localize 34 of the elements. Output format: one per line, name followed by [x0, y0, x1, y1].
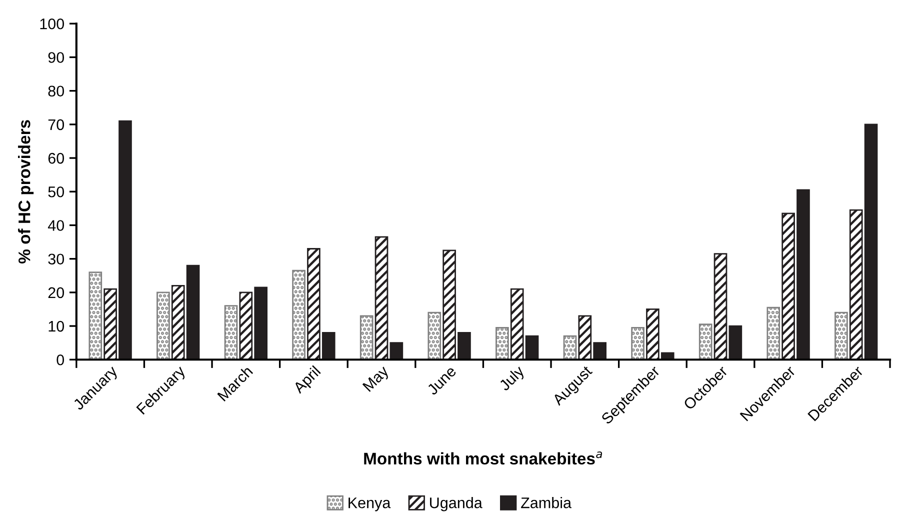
bar — [360, 315, 374, 360]
y-tick-label: 60 — [48, 152, 64, 164]
legend-label: Kenya — [348, 498, 391, 512]
x-tick-label: May — [362, 364, 392, 394]
bar — [728, 325, 742, 360]
x-tick-label: July — [498, 364, 528, 394]
bar — [224, 305, 238, 360]
y-tick-label: 80 — [48, 86, 64, 97]
bar — [390, 342, 404, 360]
y-tick-label: 50 — [48, 186, 64, 198]
bar — [428, 312, 442, 360]
bar — [631, 327, 644, 360]
y-tick-label: 40 — [48, 220, 64, 231]
bar — [714, 253, 728, 360]
bar — [766, 306, 780, 360]
y-tick-label: 30 — [48, 254, 64, 265]
legend-label: Uganda — [430, 497, 482, 512]
bar — [156, 292, 170, 360]
bar — [834, 312, 848, 360]
y-tick-label: 100 — [40, 18, 64, 30]
bar — [698, 324, 712, 360]
y-tick-label: 0 — [56, 354, 64, 366]
legend-label: Zambia — [521, 497, 572, 508]
bar — [563, 335, 577, 360]
bar — [88, 272, 102, 360]
y-tick-label: 90 — [48, 52, 64, 63]
x-axis-title: Months with most snakebites$^{a}$ — [364, 451, 602, 465]
y-tick-label: 20 — [48, 287, 64, 298]
bar — [496, 327, 509, 360]
y-tick-label: 70 — [48, 119, 64, 130]
y-tick-label: 10 — [48, 320, 64, 332]
bar — [374, 236, 388, 360]
y-axis-title: % of HC providers — [18, 120, 34, 264]
bar — [292, 270, 306, 360]
